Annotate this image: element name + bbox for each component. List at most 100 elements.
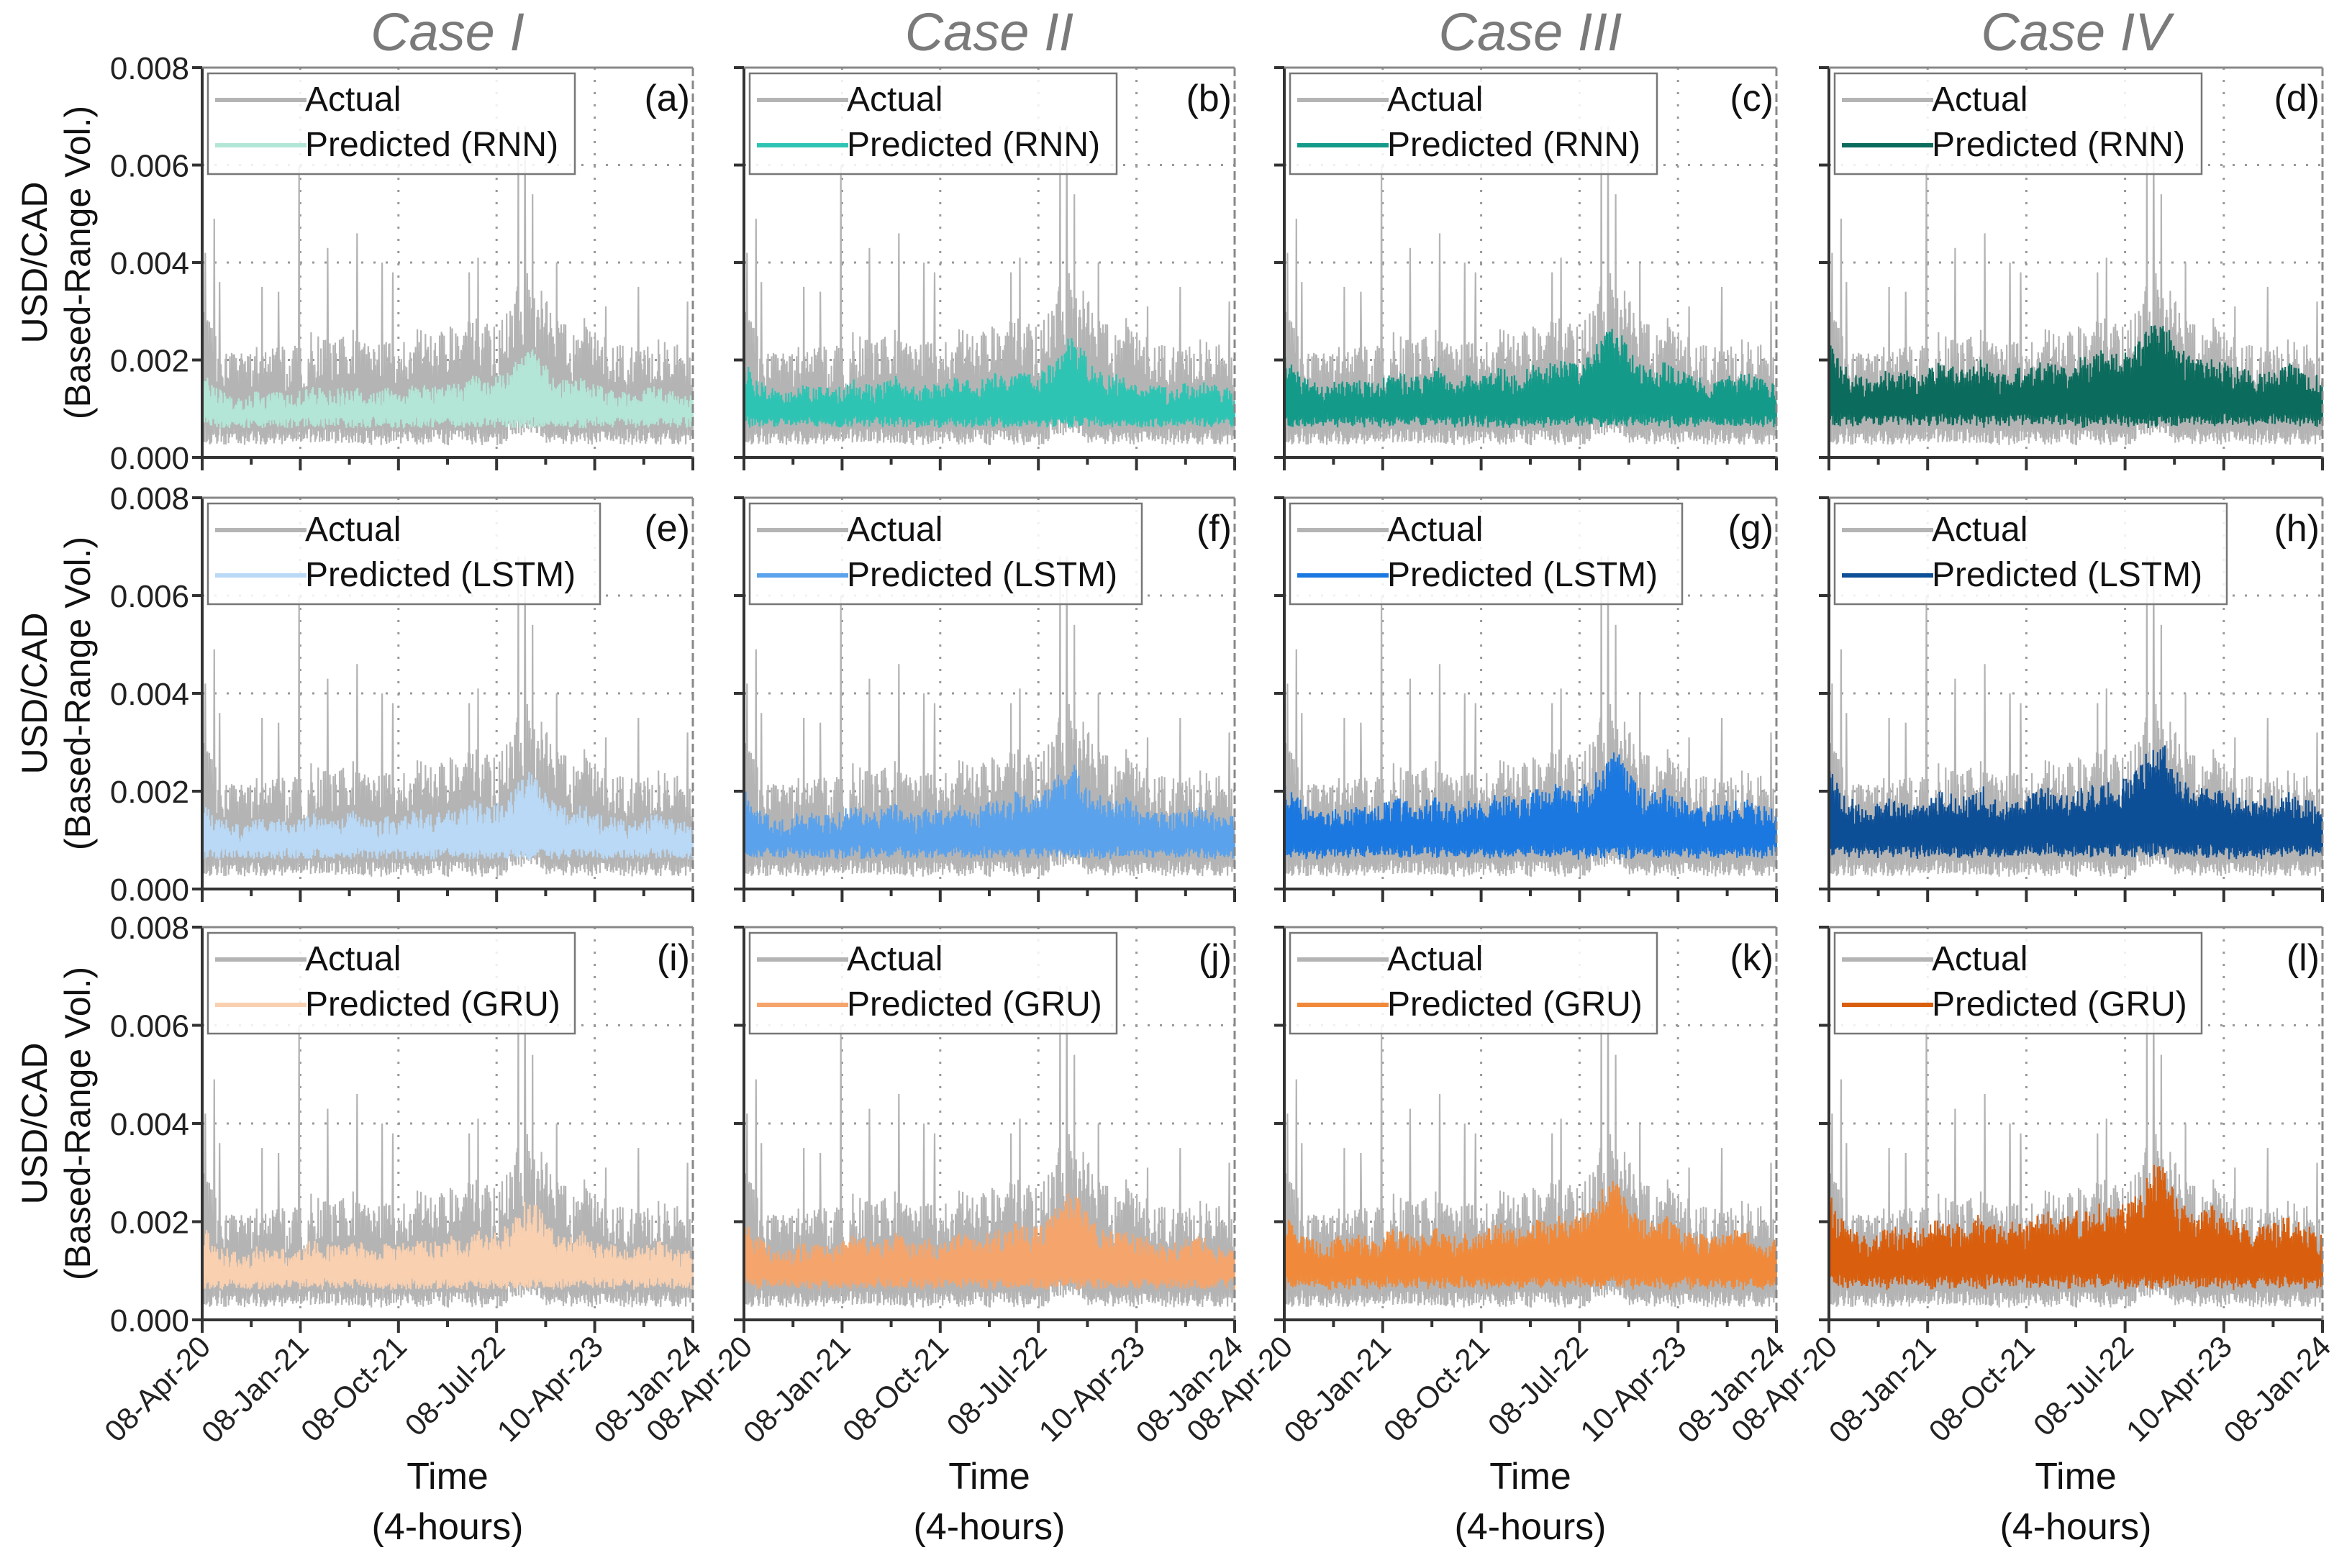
column-title: Case I: [371, 2, 525, 62]
panel-tag: (l): [2287, 937, 2320, 979]
legend-box: [206, 931, 576, 1035]
legend-box: [1289, 931, 1658, 1035]
panel-tag: (k): [1730, 937, 1774, 979]
x-tick-label: 08-Jan-21: [1277, 1329, 1397, 1449]
legend-label-actual: Actual: [847, 940, 943, 978]
x-tick-label: 08-Jan-24: [2217, 1329, 2337, 1449]
y-tick-label: 0.006: [110, 1009, 189, 1044]
panel-tag: (d): [2274, 78, 2320, 119]
legend-label-actual: Actual: [1932, 940, 2028, 978]
legend-box: [1833, 72, 2203, 176]
legend-label-actual: Actual: [1932, 511, 2028, 549]
legend-label-predicted: Predicted (RNN): [1932, 126, 2185, 164]
legend-label-predicted: Predicted (RNN): [1387, 126, 1640, 164]
panel-tag: (c): [1730, 78, 1774, 119]
series-predicted: [1283, 328, 1778, 428]
x-tick-label: 08-Oct-21: [836, 1329, 955, 1448]
y-tick-label: 0.006: [110, 579, 189, 614]
legend-box: [1833, 502, 2228, 606]
y-tick-label: 0.000: [110, 1303, 189, 1339]
x-tick-label: 08-Oct-21: [1377, 1329, 1496, 1448]
panel-d: Actual Predicted (RNN) (d): [1819, 66, 2324, 470]
panel-tag: (j): [1199, 937, 1232, 979]
panel-j: 08-Apr-2008-Jan-2108-Oct-2108-Jul-2210-A…: [640, 926, 1249, 1449]
y-tick-label: 0.004: [110, 677, 189, 712]
legend-label-predicted: Predicted (LSTM): [847, 556, 1117, 594]
legend-label-actual: Actual: [1932, 81, 2028, 119]
legend-label-actual: Actual: [847, 81, 943, 119]
x-axis-label-sub: (4-hours): [914, 1506, 1066, 1548]
x-tick-label: 08-Jan-21: [1822, 1329, 1943, 1449]
x-tick-label: 08-Oct-21: [294, 1329, 413, 1448]
panel-tag: (a): [644, 78, 690, 119]
y-axis-label-sub: (Based-Range Vol.): [58, 106, 98, 419]
x-tick-label: 08-Jan-21: [737, 1329, 857, 1449]
panel-tag: (f): [1197, 508, 1232, 550]
series-predicted: [743, 1193, 1236, 1290]
legend: Actual Predicted (GRU): [1833, 931, 2203, 1035]
column-title: Case III: [1439, 2, 1622, 62]
legend-box: [1833, 931, 2203, 1035]
y-tick-label: 0.006: [110, 149, 189, 184]
legend-label-actual: Actual: [305, 81, 401, 119]
series-predicted: [1283, 1180, 1778, 1290]
series-predicted: [1283, 752, 1778, 860]
legend-label-predicted: Predicted (LSTM): [1932, 556, 2202, 594]
y-tick-label: 0.008: [110, 51, 189, 86]
legend: Actual Predicted (RNN): [206, 72, 576, 176]
legend-box: [206, 72, 576, 176]
x-axis-label: Time: [407, 1456, 489, 1498]
legend: Actual Predicted (LSTM): [1833, 502, 2228, 606]
y-axis-label: USD/CAD: [14, 1042, 55, 1204]
legend: Actual Predicted (LSTM): [206, 502, 601, 606]
legend-label-predicted: Predicted (GRU): [847, 985, 1102, 1024]
series-predicted: [201, 771, 694, 860]
series-predicted: [743, 337, 1236, 429]
legend-label-predicted: Predicted (GRU): [1387, 985, 1643, 1024]
series-predicted: [201, 349, 694, 429]
x-tick-label: 08-Oct-21: [1922, 1329, 2040, 1448]
panel-f: Actual Predicted (LSTM) (f): [734, 496, 1236, 902]
legend-label-actual: Actual: [847, 511, 943, 549]
panel-c: Actual Predicted (RNN) (c): [1274, 66, 1778, 470]
panel-l: 08-Apr-2008-Jan-2108-Oct-2108-Jul-2210-A…: [1725, 926, 2337, 1449]
legend-label-actual: Actual: [1387, 940, 1483, 978]
panel-k: 08-Apr-2008-Jan-2108-Oct-2108-Jul-2210-A…: [1180, 926, 1791, 1449]
y-tick-label: 0.004: [110, 1107, 189, 1142]
x-tick-label: 10-Apr-23: [2120, 1329, 2238, 1448]
legend: Actual Predicted (LSTM): [1289, 502, 1684, 606]
x-tick-label: 08-Jan-21: [195, 1329, 315, 1449]
y-tick-label: 0.004: [110, 246, 189, 281]
legend-box: [748, 502, 1143, 606]
legend-box: [1289, 72, 1658, 176]
legend: Actual Predicted (GRU): [206, 931, 576, 1035]
series-predicted: [1827, 1164, 2324, 1290]
panel-tag: (h): [2274, 508, 2320, 550]
series-predicted: [201, 1201, 694, 1290]
panel-i: 0.0000.0020.0040.0060.00808-Apr-2008-Jan…: [98, 911, 707, 1449]
legend-box: [748, 931, 1118, 1035]
series-predicted: [1827, 325, 2324, 429]
legend-label-predicted: Predicted (GRU): [1932, 985, 2187, 1024]
panel-tag: (g): [1727, 508, 1774, 550]
panel-b: Actual Predicted (RNN) (b): [734, 66, 1236, 470]
panel-a: 0.000 0.002 0.004 0.006 0.008 Actual Predicted…: [110, 51, 694, 476]
legend: Actual Predicted (RNN): [1833, 72, 2203, 176]
y-tick-label: 0.008: [110, 911, 189, 946]
x-axis-label: Time: [1489, 1456, 1571, 1498]
y-tick-label: 0.002: [110, 775, 189, 810]
legend-box: [206, 502, 601, 606]
y-axis-label: USD/CAD: [14, 181, 55, 343]
y-tick-label: 0.000: [110, 441, 189, 476]
panel-tag: (e): [644, 508, 690, 550]
panel-tag: (b): [1186, 78, 1232, 119]
panel-e: 0.000 0.002 0.004 0.006 0.008 Actual Predicted…: [110, 481, 694, 908]
legend-label-actual: Actual: [305, 940, 401, 978]
panel-g: Actual Predicted (LSTM) (g): [1274, 496, 1778, 902]
legend: Actual Predicted (LSTM): [748, 502, 1143, 606]
x-axis-label-sub: (4-hours): [2000, 1506, 2152, 1548]
legend-label-predicted: Predicted (LSTM): [1387, 556, 1658, 594]
y-axis-label-sub: (Based-Range Vol.): [58, 537, 98, 850]
series-predicted: [743, 765, 1236, 860]
